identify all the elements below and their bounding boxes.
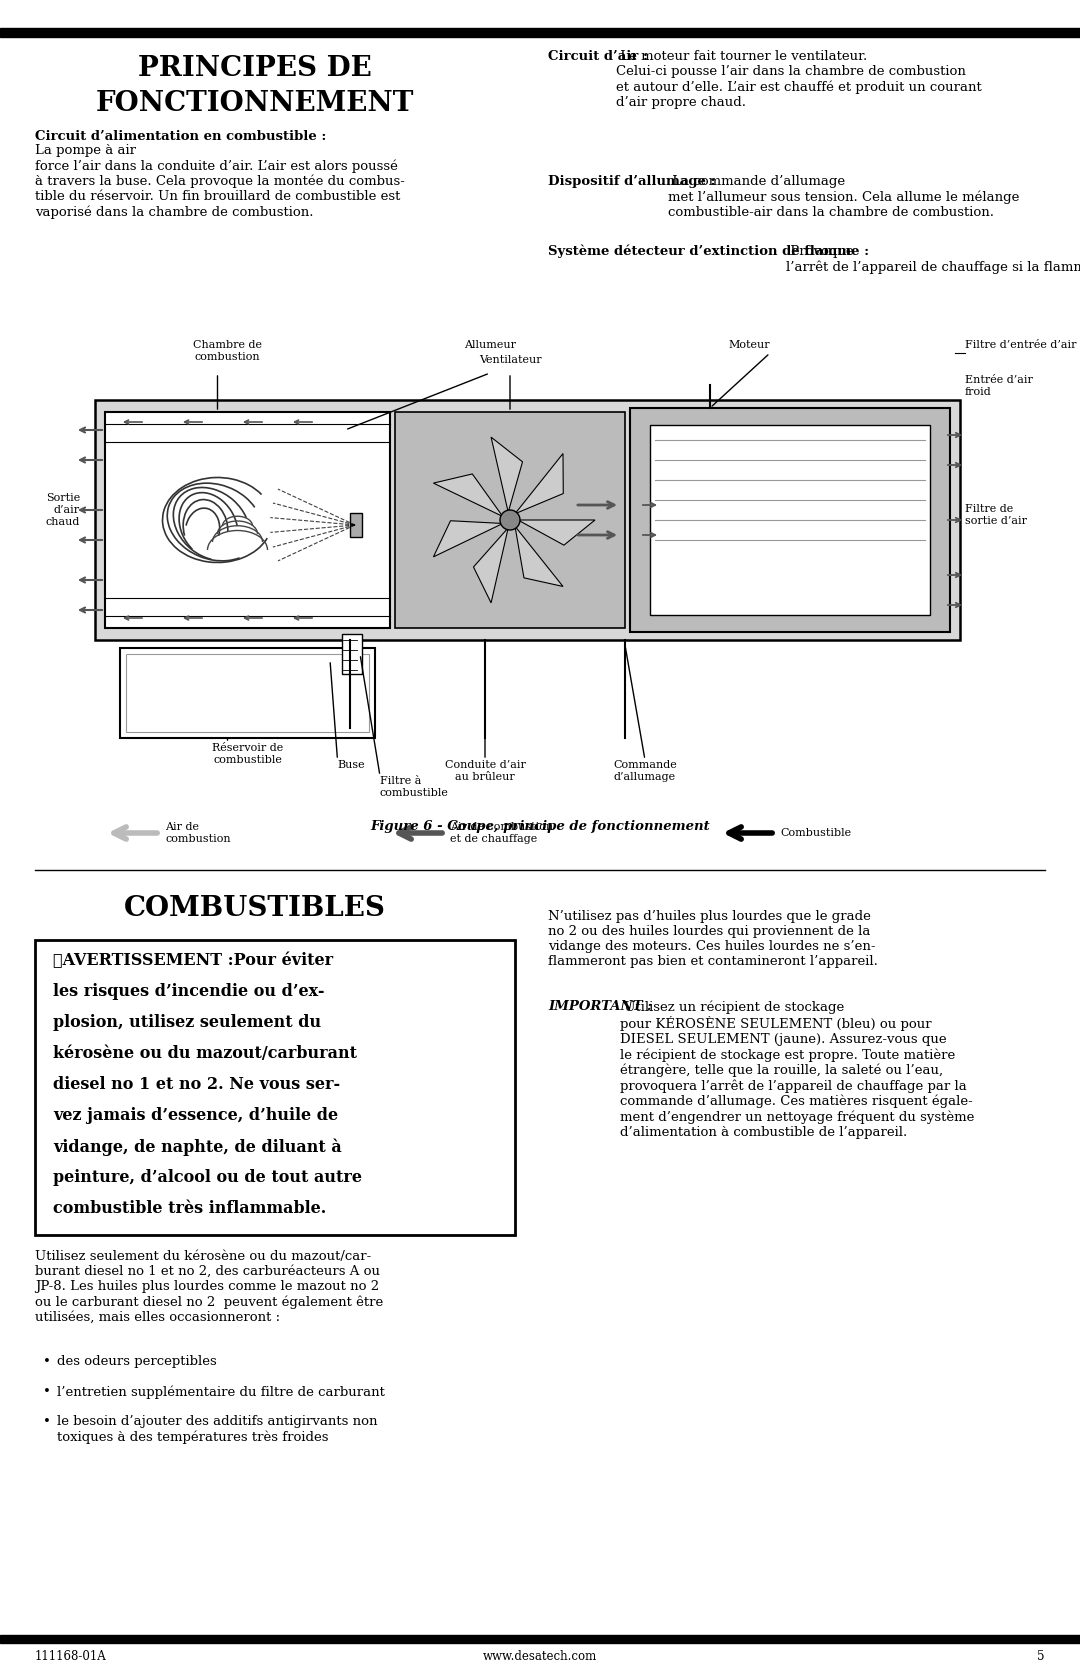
Text: Air de
combustion: Air de combustion bbox=[165, 823, 231, 845]
Text: FONCTIONNEMENT: FONCTIONNEMENT bbox=[96, 90, 415, 117]
Text: www.desatech.com: www.desatech.com bbox=[483, 1651, 597, 1662]
Text: des odeurs perceptibles: des odeurs perceptibles bbox=[57, 1355, 217, 1369]
Text: N’utilisez pas d’huiles plus lourdes que le grade
no 2 ou des huiles lourdes qui: N’utilisez pas d’huiles plus lourdes que… bbox=[548, 910, 878, 968]
Text: Utilisez un récipient de stockage
pour KÉROSÈNE SEULEMENT (bleu) ou pour
DIESEL : Utilisez un récipient de stockage pour K… bbox=[620, 1000, 974, 1138]
Text: 111168-01A: 111168-01A bbox=[35, 1651, 107, 1662]
Bar bbox=[395, 412, 625, 628]
Polygon shape bbox=[518, 521, 595, 546]
Text: Figure 6 - Coupe, principe de fonctionnement: Figure 6 - Coupe, principe de fonctionne… bbox=[370, 819, 710, 833]
Text: La commande d’allumage
met l’allumeur sous tension. Cela allume le mélange
combu: La commande d’allumage met l’allumeur so… bbox=[669, 175, 1020, 219]
Bar bbox=[105, 412, 390, 628]
Ellipse shape bbox=[500, 511, 519, 531]
Text: l’entretien supplémentaire du filtre de carburant: l’entretien supplémentaire du filtre de … bbox=[57, 1385, 384, 1399]
Text: Commande
d’allumage: Commande d’allumage bbox=[613, 759, 677, 781]
Text: •: • bbox=[43, 1415, 51, 1429]
Bar bbox=[630, 407, 950, 633]
Text: diesel no 1 et no 2. Ne vous ser-: diesel no 1 et no 2. Ne vous ser- bbox=[53, 1077, 340, 1093]
Text: Le moteur fait tourner le ventilateur.
Celui-ci pousse l’air dans la chambre de : Le moteur fait tourner le ventilateur. C… bbox=[616, 50, 982, 108]
Text: •: • bbox=[43, 1355, 51, 1369]
Text: Réservoir de
combustible: Réservoir de combustible bbox=[212, 743, 283, 764]
Text: le besoin d’ajouter des additifs antigirvants non
toxiques à des températures tr: le besoin d’ajouter des additifs antigir… bbox=[57, 1415, 378, 1444]
Text: les risques d’incendie ou d’ex-: les risques d’incendie ou d’ex- bbox=[53, 983, 324, 1000]
Polygon shape bbox=[515, 526, 563, 586]
Bar bbox=[0, 28, 1080, 37]
Polygon shape bbox=[515, 454, 564, 514]
Text: Utilisez seulement du kérosène ou du mazout/car-
burant diesel no 1 et no 2, des: Utilisez seulement du kérosène ou du maz… bbox=[35, 1250, 383, 1324]
Text: combustible très inflammable.: combustible très inflammable. bbox=[53, 1200, 326, 1217]
Text: vez jamais d’essence, d’huile de: vez jamais d’essence, d’huile de bbox=[53, 1107, 338, 1125]
Text: •: • bbox=[43, 1385, 51, 1399]
Text: Allumeur: Allumeur bbox=[464, 340, 516, 350]
Bar bbox=[0, 1636, 1080, 1642]
Text: IMPORTANT :: IMPORTANT : bbox=[548, 1000, 652, 1013]
Text: kérosène ou du mazout/carburant: kérosène ou du mazout/carburant bbox=[53, 1045, 357, 1061]
Polygon shape bbox=[433, 474, 503, 516]
Text: Buse: Buse bbox=[337, 759, 365, 769]
Bar bbox=[126, 654, 369, 733]
Text: Combustible: Combustible bbox=[780, 828, 851, 838]
Text: ⚠AVERTISSEMENT :Pour éviter: ⚠AVERTISSEMENT :Pour éviter bbox=[53, 951, 333, 970]
Bar bbox=[35, 940, 515, 1235]
Text: vidange, de naphte, de diluant à: vidange, de naphte, de diluant à bbox=[53, 1138, 341, 1157]
Polygon shape bbox=[473, 527, 509, 603]
Text: 5: 5 bbox=[1038, 1651, 1045, 1662]
Bar bbox=[342, 634, 362, 674]
Polygon shape bbox=[433, 521, 503, 557]
Text: Filtre de
sortie d’air: Filtre de sortie d’air bbox=[966, 504, 1027, 526]
Text: Conduite d’air
au brûleur: Conduite d’air au brûleur bbox=[445, 759, 526, 781]
Text: La pompe à air
force l’air dans la conduite d’air. L’air est alors poussé
à trav: La pompe à air force l’air dans la condu… bbox=[35, 144, 405, 219]
Bar bbox=[95, 401, 960, 639]
Text: PRINCIPES DE: PRINCIPES DE bbox=[138, 55, 372, 82]
Text: Chambre de
combustion: Chambre de combustion bbox=[193, 340, 262, 362]
Text: Système détecteur d’extinction de flamme :: Système détecteur d’extinction de flamme… bbox=[548, 245, 869, 259]
Text: plosion, utilisez seulement du: plosion, utilisez seulement du bbox=[53, 1015, 321, 1031]
Polygon shape bbox=[491, 437, 523, 512]
Text: Entrée d’air
froid: Entrée d’air froid bbox=[966, 376, 1032, 397]
Text: Sortie
d’air
chaud: Sortie d’air chaud bbox=[45, 494, 80, 527]
Text: Circuit d’alimentation en combustible :: Circuit d’alimentation en combustible : bbox=[35, 130, 326, 144]
Text: Ventilateur: Ventilateur bbox=[478, 355, 541, 366]
Text: Moteur: Moteur bbox=[728, 340, 770, 350]
Text: Filtre à
combustible: Filtre à combustible bbox=[380, 776, 449, 798]
Text: Air de combustion
et de chauffage: Air de combustion et de chauffage bbox=[450, 823, 553, 845]
Text: Provoque
l’arrêt de l’appareil de chauffage si la flamme s’éteint.: Provoque l’arrêt de l’appareil de chauff… bbox=[786, 245, 1080, 274]
Bar bbox=[120, 648, 375, 738]
Text: Circuit d’air :: Circuit d’air : bbox=[548, 50, 648, 63]
Text: COMBUSTIBLES: COMBUSTIBLES bbox=[124, 895, 386, 921]
Text: peinture, d’alcool ou de tout autre: peinture, d’alcool ou de tout autre bbox=[53, 1170, 362, 1187]
Text: Dispositif d’allumage :: Dispositif d’allumage : bbox=[548, 175, 715, 189]
Bar bbox=[650, 426, 930, 614]
Bar bbox=[350, 512, 362, 537]
Text: Filtre d’entrée d’air: Filtre d’entrée d’air bbox=[966, 340, 1077, 350]
